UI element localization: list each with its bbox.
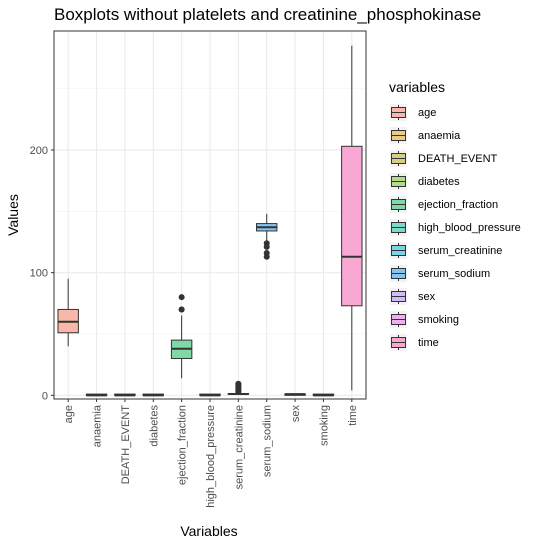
x-tick-label-high_blood_pressure: high_blood_pressure bbox=[205, 405, 217, 508]
x-axis-title: Variables bbox=[180, 523, 237, 539]
y-tick-label: 200 bbox=[30, 145, 48, 157]
x-tick-label-ejection_fraction: ejection_fraction bbox=[177, 405, 189, 485]
legend-item-ejection_fraction: ejection_fraction bbox=[390, 196, 498, 213]
x-tick-label-serum_creatinine: serum_creatinine bbox=[233, 405, 245, 489]
legend-item-time: time bbox=[390, 334, 439, 351]
legend-label: age bbox=[418, 107, 436, 119]
x-axis-ticks: age anaemia DEATH_EVENT diabetes ejection_fr… bbox=[63, 399, 359, 508]
box-ejection_fraction bbox=[170, 294, 193, 379]
legend-label: anaemia bbox=[418, 130, 461, 142]
legend-item-DEATH_EVENT: DEATH_EVENT bbox=[390, 150, 498, 167]
box-age bbox=[57, 278, 79, 347]
y-tick-label: 0 bbox=[42, 390, 48, 402]
legend-item-serum_sodium: serum_sodium bbox=[390, 265, 490, 282]
legend-label: high_blood_pressure bbox=[418, 222, 521, 234]
legend-item-anaemia: anaemia bbox=[390, 127, 461, 144]
legend-label: sex bbox=[418, 291, 436, 303]
legend-label: ejection_fraction bbox=[418, 199, 498, 211]
legend: variables age anaemia DEATH_EVENT diabetes e… bbox=[389, 79, 521, 351]
x-tick-label-smoking: smoking bbox=[318, 405, 330, 446]
outlier-point bbox=[263, 240, 270, 247]
box-diabetes bbox=[142, 393, 164, 397]
box-body bbox=[341, 145, 363, 307]
legend-label: serum_sodium bbox=[418, 268, 490, 280]
box-time bbox=[341, 45, 363, 391]
legend-item-serum_creatinine: serum_creatinine bbox=[390, 242, 502, 259]
y-axis-title: Values bbox=[5, 194, 21, 236]
y-axis-ticks: 0 100 200 bbox=[30, 145, 54, 402]
x-tick-label-serum_sodium: serum_sodium bbox=[262, 405, 274, 477]
x-tick-label-anaemia: anaemia bbox=[92, 404, 104, 447]
legend-item-high_blood_pressure: high_blood_pressure bbox=[390, 219, 521, 236]
legend-label: diabetes bbox=[418, 176, 460, 188]
x-tick-label-DEATH_EVENT: DEATH_EVENT bbox=[120, 405, 132, 485]
legend-title: variables bbox=[389, 79, 445, 95]
legend-label: serum_creatinine bbox=[418, 245, 502, 257]
box-anaemia bbox=[85, 393, 108, 397]
box-serum_sodium bbox=[256, 213, 278, 260]
legend-label: time bbox=[418, 337, 439, 349]
legend-label: smoking bbox=[418, 314, 459, 326]
outlier-point bbox=[235, 380, 242, 387]
outlier-point bbox=[263, 250, 270, 257]
legend-item-smoking: smoking bbox=[390, 311, 459, 328]
legend-item-sex: sex bbox=[390, 288, 436, 305]
box-smoking bbox=[312, 393, 335, 397]
x-tick-label-diabetes: diabetes bbox=[148, 405, 160, 447]
legend-item-age: age bbox=[390, 104, 436, 121]
box-sex bbox=[284, 393, 306, 396]
x-tick-label-age: age bbox=[63, 405, 75, 423]
y-tick-label: 100 bbox=[30, 268, 48, 280]
plot-area bbox=[53, 30, 367, 400]
x-tick-label-time: time bbox=[347, 405, 359, 426]
box-serum_creatinine bbox=[227, 380, 250, 396]
box-high_blood_pressure bbox=[199, 393, 221, 397]
legend-label: DEATH_EVENT bbox=[418, 153, 498, 165]
chart-title: Boxplots without platelets and creatinin… bbox=[54, 5, 481, 24]
outlier-point bbox=[178, 294, 185, 301]
outlier-point bbox=[178, 306, 185, 313]
box-DEATH_EVENT bbox=[114, 393, 136, 397]
legend-item-diabetes: diabetes bbox=[390, 173, 460, 190]
x-tick-label-sex: sex bbox=[290, 405, 302, 423]
